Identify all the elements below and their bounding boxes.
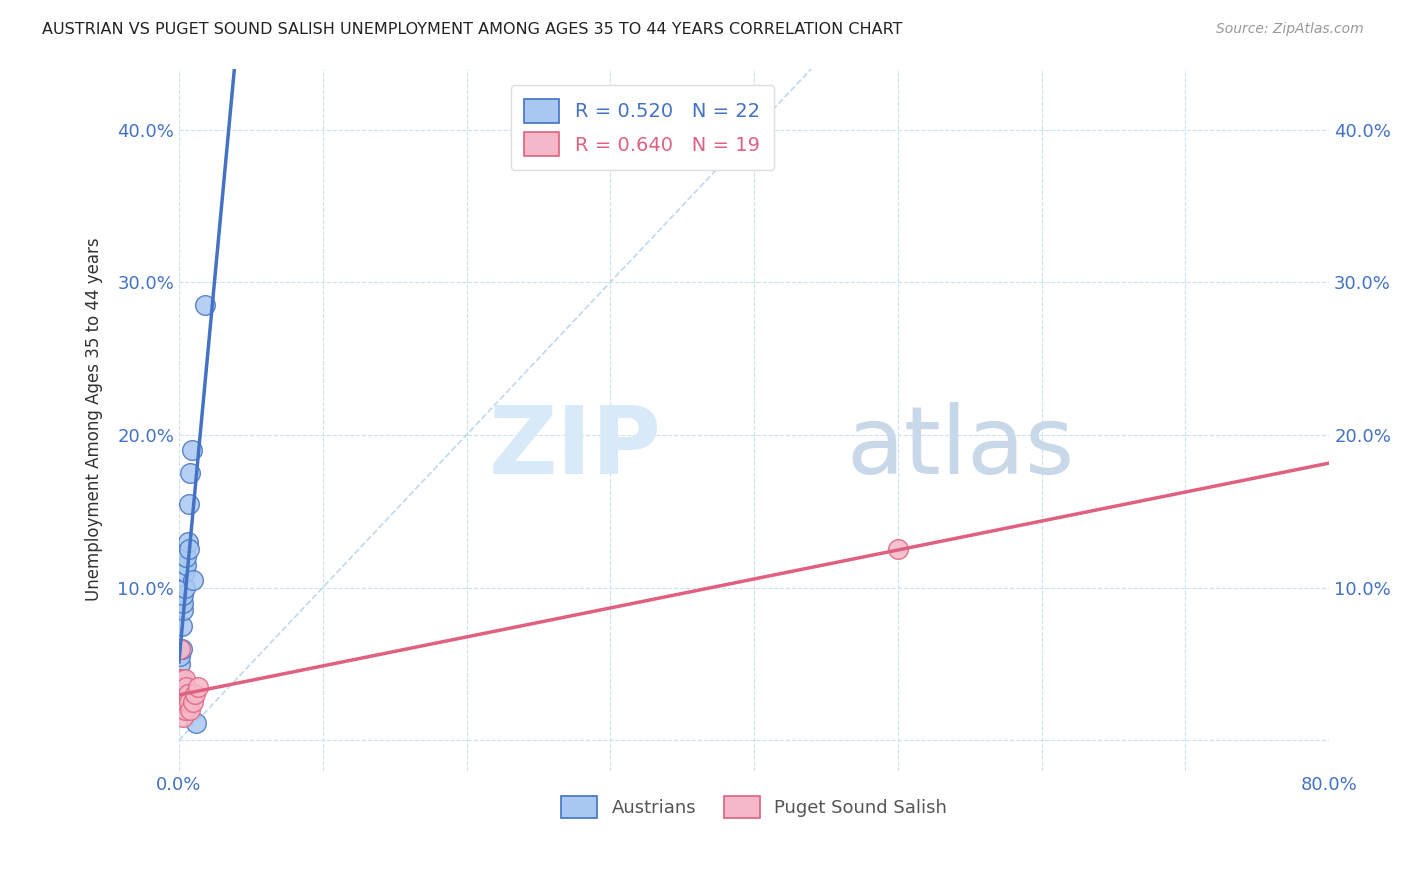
Point <box>174 549 197 564</box>
Point <box>170 672 193 686</box>
Point <box>170 618 193 632</box>
Point <box>174 680 197 694</box>
Point <box>167 680 190 694</box>
Point <box>186 716 208 731</box>
Point <box>181 573 204 587</box>
Point <box>169 657 191 671</box>
Text: atlas: atlas <box>846 401 1074 493</box>
Point <box>176 687 198 701</box>
Point <box>172 603 194 617</box>
Point <box>187 680 209 694</box>
Point <box>184 687 207 701</box>
Point <box>194 298 217 312</box>
Point <box>172 695 194 709</box>
Point <box>172 710 194 724</box>
Point <box>176 534 198 549</box>
Point <box>167 672 190 686</box>
Point <box>172 596 194 610</box>
Point <box>179 703 201 717</box>
Y-axis label: Unemployment Among Ages 35 to 44 years: Unemployment Among Ages 35 to 44 years <box>86 238 103 601</box>
Point <box>174 695 197 709</box>
Point <box>169 641 191 656</box>
Point <box>174 558 197 572</box>
Point <box>167 675 190 690</box>
Point <box>173 581 195 595</box>
Point <box>172 588 194 602</box>
Point <box>177 497 200 511</box>
Text: Source: ZipAtlas.com: Source: ZipAtlas.com <box>1216 22 1364 37</box>
Point <box>169 649 191 664</box>
Point <box>170 641 193 656</box>
Text: ZIP: ZIP <box>489 401 662 493</box>
Point <box>887 542 910 557</box>
Point <box>167 687 190 701</box>
Point <box>172 687 194 701</box>
Point <box>173 566 195 580</box>
Text: AUSTRIAN VS PUGET SOUND SALISH UNEMPLOYMENT AMONG AGES 35 TO 44 YEARS CORRELATIO: AUSTRIAN VS PUGET SOUND SALISH UNEMPLOYM… <box>42 22 903 37</box>
Point <box>173 703 195 717</box>
Point <box>169 695 191 709</box>
Point <box>177 695 200 709</box>
Point <box>177 542 200 557</box>
Point <box>180 443 202 458</box>
Point <box>181 695 204 709</box>
Point <box>170 687 193 701</box>
Point <box>173 672 195 686</box>
Point <box>179 466 201 480</box>
Legend: Austrians, Puget Sound Salish: Austrians, Puget Sound Salish <box>554 789 955 825</box>
